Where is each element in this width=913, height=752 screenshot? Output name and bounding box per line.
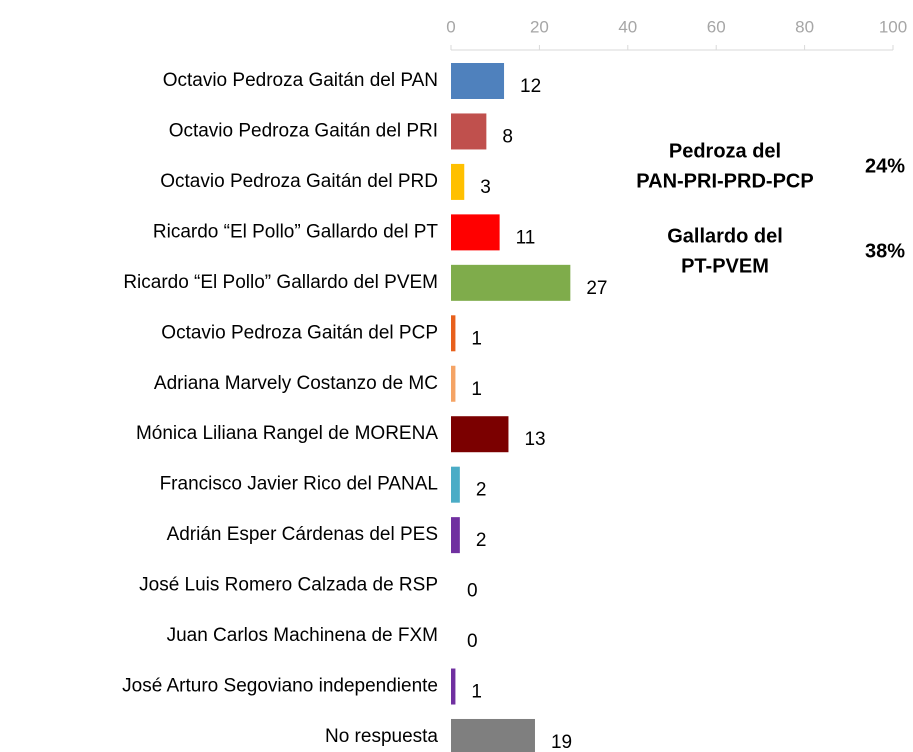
annotation: PT-PVEM bbox=[681, 255, 769, 277]
value-label: 2 bbox=[476, 530, 487, 551]
value-label: 0 bbox=[467, 631, 478, 652]
category-label: Mónica Liliana Rangel de MORENA bbox=[136, 423, 438, 444]
category-label: Octavio Pedroza Gaitán del PAN bbox=[163, 70, 438, 91]
bar bbox=[451, 365, 456, 402]
value-label: 11 bbox=[516, 227, 536, 248]
category-label: Francisco Javier Rico del PANAL bbox=[160, 474, 438, 495]
value-label: 0 bbox=[467, 581, 478, 602]
category-label: Adriana Marvely Costanzo de MC bbox=[154, 373, 438, 394]
category-label: José Luis Romero Calzada de RSP bbox=[139, 575, 438, 596]
bar bbox=[451, 517, 460, 554]
annotation-value: 24% bbox=[865, 155, 905, 177]
value-label: 1 bbox=[471, 379, 482, 400]
bar bbox=[451, 718, 535, 752]
x-tick-label: 20 bbox=[530, 17, 549, 36]
value-label: 12 bbox=[520, 76, 541, 97]
category-label: Juan Carlos Machinena de FXM bbox=[167, 625, 438, 646]
category-label: Ricardo “El Pollo” Gallardo del PT bbox=[153, 221, 439, 242]
x-tick-label: 100 bbox=[879, 17, 907, 36]
bar bbox=[451, 315, 456, 352]
value-label: 3 bbox=[480, 177, 491, 198]
value-label: 1 bbox=[471, 682, 482, 703]
value-label: 1 bbox=[471, 328, 482, 349]
x-tick-label: 60 bbox=[707, 17, 726, 36]
bar bbox=[451, 264, 571, 301]
value-label: 2 bbox=[476, 480, 487, 501]
x-tick-label: 80 bbox=[795, 17, 814, 36]
annotation: PAN-PRI-PRD-PCP bbox=[636, 170, 813, 192]
category-label: Adrián Esper Cárdenas del PES bbox=[167, 524, 438, 545]
category-label: José Arturo Segoviano independiente bbox=[122, 676, 438, 697]
bar bbox=[451, 63, 505, 99]
category-label: Octavio Pedroza Gaitán del PRI bbox=[169, 120, 438, 141]
bar bbox=[451, 163, 465, 200]
bar bbox=[451, 466, 460, 503]
x-tick-label: 40 bbox=[618, 17, 637, 36]
bar bbox=[451, 668, 456, 705]
category-label: Ricardo “El Pollo” Gallardo del PVEM bbox=[123, 272, 438, 293]
category-label: No respuesta bbox=[325, 726, 438, 747]
bar bbox=[451, 416, 509, 453]
category-label: Octavio Pedroza Gaitán del PCP bbox=[161, 322, 438, 343]
category-label: Octavio Pedroza Gaitán del PRD bbox=[160, 171, 438, 192]
annotation: Pedroza del bbox=[669, 140, 781, 162]
x-tick-label: 0 bbox=[446, 17, 455, 36]
annotation-value: 38% bbox=[865, 240, 905, 262]
value-label: 19 bbox=[551, 732, 572, 752]
value-label: 27 bbox=[586, 278, 607, 299]
bar bbox=[451, 214, 500, 251]
value-label: 13 bbox=[524, 429, 545, 450]
annotation: Gallardo del bbox=[667, 225, 783, 247]
bar bbox=[451, 113, 487, 150]
value-label: 8 bbox=[502, 126, 513, 147]
